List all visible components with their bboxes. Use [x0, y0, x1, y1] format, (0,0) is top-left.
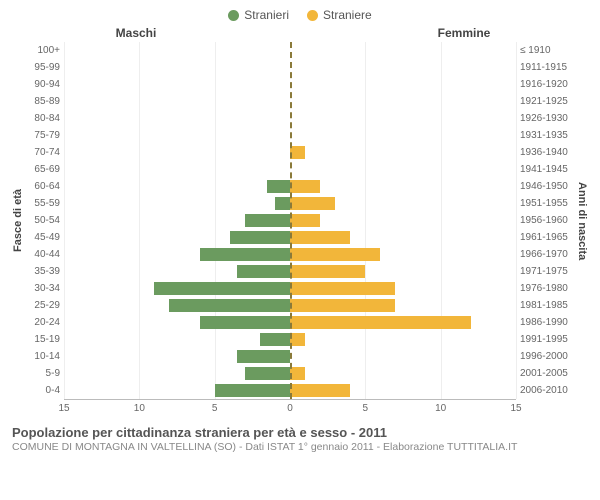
bar-female [290, 384, 350, 397]
yaxis-title-left: Fasce di età [12, 42, 24, 400]
xaxis-tick: 15 [506, 403, 526, 414]
bar-male [275, 197, 290, 210]
legend-item-female: Straniere [307, 8, 372, 22]
bar-male [237, 350, 290, 363]
birth-label: 1971-1975 [516, 263, 574, 280]
birth-label: 1981-1985 [516, 297, 574, 314]
grid-line [516, 42, 517, 399]
yaxis-labels-age: 100+95-9990-9485-8980-8475-7970-7465-696… [26, 42, 64, 400]
age-label: 80-84 [26, 110, 64, 127]
birth-label: 1926-1930 [516, 110, 574, 127]
xaxis-tick: 10 [129, 403, 149, 414]
age-label: 100+ [26, 42, 64, 59]
chart-title: Popolazione per cittadinanza straniera p… [12, 425, 588, 440]
yaxis-labels-birth: ≤ 19101911-19151916-19201921-19251926-19… [516, 42, 574, 400]
age-label: 5-9 [26, 365, 64, 382]
bar-male [237, 265, 290, 278]
birth-label: 1941-1945 [516, 161, 574, 178]
bar-female [290, 197, 335, 210]
bar-female [290, 231, 350, 244]
birth-label: 1996-2000 [516, 348, 574, 365]
bar-male [245, 214, 290, 227]
xaxis-tick: 0 [280, 403, 300, 414]
age-label: 50-54 [26, 212, 64, 229]
age-label: 15-19 [26, 331, 64, 348]
legend-label-female: Straniere [323, 8, 372, 22]
legend-swatch-female [307, 10, 318, 21]
age-label: 90-94 [26, 76, 64, 93]
birth-label: ≤ 1910 [516, 42, 574, 59]
plot-area: Fasce di età 100+95-9990-9485-8980-8475-… [12, 42, 588, 400]
age-label: 40-44 [26, 246, 64, 263]
bar-female [290, 316, 471, 329]
age-label: 30-34 [26, 280, 64, 297]
chart-subtitle: COMUNE DI MONTAGNA IN VALTELLINA (SO) - … [12, 441, 588, 453]
header-male: Maschi [12, 26, 300, 40]
birth-label: 1966-1970 [516, 246, 574, 263]
birth-label: 1976-1980 [516, 280, 574, 297]
plot [64, 42, 516, 400]
bar-female [290, 282, 395, 295]
birth-label: 1916-1920 [516, 76, 574, 93]
age-label: 35-39 [26, 263, 64, 280]
birth-label: 2001-2005 [516, 365, 574, 382]
age-label: 10-14 [26, 348, 64, 365]
age-label: 45-49 [26, 229, 64, 246]
bar-male [169, 299, 290, 312]
bar-female [290, 333, 305, 346]
xaxis-tick: 10 [431, 403, 451, 414]
age-label: 65-69 [26, 161, 64, 178]
bar-female [290, 214, 320, 227]
bar-female [290, 180, 320, 193]
header-female: Femmine [300, 26, 588, 40]
legend-swatch-male [228, 10, 239, 21]
bar-female [290, 299, 395, 312]
birth-label: 2006-2010 [516, 382, 574, 399]
legend-label-male: Stranieri [244, 8, 289, 22]
birth-label: 1931-1935 [516, 127, 574, 144]
xaxis-tick: 5 [205, 403, 225, 414]
center-axis-line [290, 42, 292, 399]
bar-male [200, 316, 290, 329]
age-label: 75-79 [26, 127, 64, 144]
age-label: 70-74 [26, 144, 64, 161]
yaxis-title-right: Anni di nascita [576, 42, 588, 400]
bar-female [290, 146, 305, 159]
birth-label: 1946-1950 [516, 178, 574, 195]
legend: Stranieri Straniere [12, 8, 588, 22]
xaxis-tick: 5 [355, 403, 375, 414]
birth-label: 1936-1940 [516, 144, 574, 161]
age-label: 0-4 [26, 382, 64, 399]
bar-female [290, 248, 380, 261]
chart-footer: Popolazione per cittadinanza straniera p… [12, 425, 588, 453]
age-label: 20-24 [26, 314, 64, 331]
bar-male [245, 367, 290, 380]
bar-female [290, 265, 365, 278]
birth-label: 1921-1925 [516, 93, 574, 110]
bar-male [230, 231, 290, 244]
xaxis-wrap: 15 10 5 0 5 10 15 [12, 400, 588, 417]
xaxis-tick: 15 [54, 403, 74, 414]
age-label: 95-99 [26, 59, 64, 76]
birth-label: 1911-1915 [516, 59, 574, 76]
bar-male [267, 180, 290, 193]
bar-male [154, 282, 290, 295]
bar-male [215, 384, 290, 397]
column-headers: Maschi Femmine [12, 26, 588, 40]
birth-label: 1951-1955 [516, 195, 574, 212]
xaxis-ticks: 15105051015 [64, 403, 516, 417]
birth-label: 1991-1995 [516, 331, 574, 348]
age-label: 85-89 [26, 93, 64, 110]
birth-label: 1986-1990 [516, 314, 574, 331]
age-label: 25-29 [26, 297, 64, 314]
legend-item-male: Stranieri [228, 8, 289, 22]
bar-female [290, 367, 305, 380]
age-label: 60-64 [26, 178, 64, 195]
age-label: 55-59 [26, 195, 64, 212]
birth-label: 1961-1965 [516, 229, 574, 246]
bar-male [200, 248, 290, 261]
birth-label: 1956-1960 [516, 212, 574, 229]
bar-male [260, 333, 290, 346]
population-pyramid-chart: Stranieri Straniere Maschi Femmine Fasce… [0, 0, 600, 500]
